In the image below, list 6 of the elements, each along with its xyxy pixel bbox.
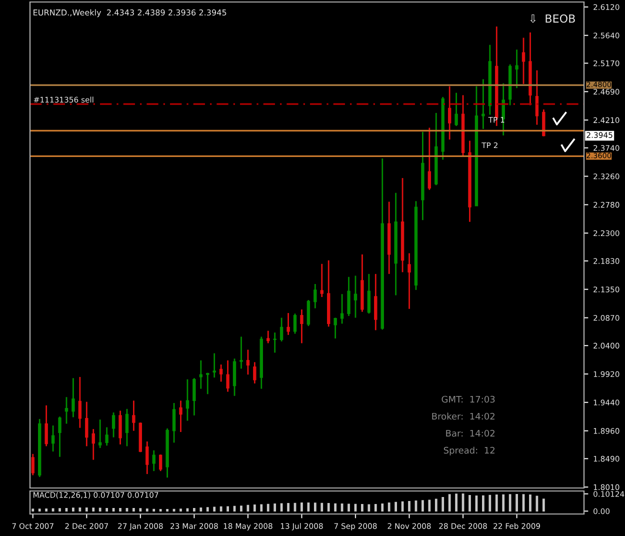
annotation: ⇩ BEOB [530,14,575,23]
annotation: Bar: 14:02 [446,430,494,437]
text: EURNZD.,Weekly 2.4343 2.4389 2.3936 2.3945 [34,9,226,18]
annotation: Spread: 12 [444,446,494,456]
annotation: GMT: 17:03 [442,396,495,403]
annotation: Broker: 14:02 [432,412,494,420]
